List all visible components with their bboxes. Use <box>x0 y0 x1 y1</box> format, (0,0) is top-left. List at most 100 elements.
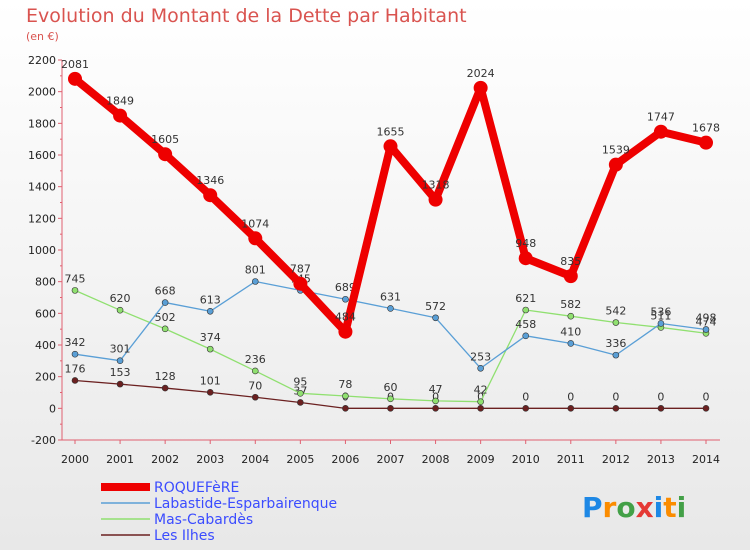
x-tick-label: 2009 <box>467 453 495 466</box>
data-point <box>342 392 349 400</box>
data-point <box>699 135 713 150</box>
data-point <box>251 393 259 401</box>
x-tick-label: 2007 <box>377 453 405 466</box>
x-tick-label: 2006 <box>331 453 359 466</box>
data-point <box>387 305 394 312</box>
data-point <box>71 350 79 358</box>
data-point <box>248 231 263 246</box>
data-label: 511 <box>650 309 671 322</box>
data-point <box>612 351 620 359</box>
data-label: 236 <box>245 353 266 366</box>
data-point <box>116 306 124 314</box>
data-point <box>297 399 304 406</box>
data-point <box>518 251 533 266</box>
data-point <box>251 278 259 285</box>
data-label: 0 <box>567 390 574 403</box>
data-label: 1318 <box>422 179 450 192</box>
data-point <box>342 295 349 303</box>
data-point <box>432 405 439 412</box>
data-point <box>702 405 710 412</box>
data-point <box>338 324 353 339</box>
data-point <box>387 395 394 403</box>
y-tick-label: 400 <box>35 339 56 352</box>
x-tick-label: 2010 <box>512 453 540 466</box>
data-point <box>206 345 214 353</box>
data-point <box>387 405 394 412</box>
data-point <box>432 397 439 405</box>
data-point <box>477 364 484 372</box>
data-label: 689 <box>335 281 356 294</box>
data-point <box>428 192 443 207</box>
data-point <box>657 405 665 412</box>
series-roquef-re: 2081 1849 1605 1346 1074 787 484 1655 1318 2024 94… <box>61 58 720 339</box>
data-label: 2081 <box>61 58 89 71</box>
data-label: 176 <box>65 362 86 375</box>
data-point <box>71 377 79 384</box>
series-mas-cabard-s: 745 620 502 374 236 95 78 60 47 42 621 582 542 511 474 <box>65 272 717 405</box>
y-tick-label: -200 <box>31 434 56 447</box>
data-point <box>653 124 668 139</box>
data-label: 0 <box>477 390 484 403</box>
data-label: 948 <box>515 237 536 250</box>
data-label: 542 <box>605 305 626 318</box>
data-label: 153 <box>110 366 131 379</box>
data-point <box>522 332 530 340</box>
data-point <box>477 398 484 405</box>
data-label: 1346 <box>196 174 224 187</box>
y-tick-label: 2000 <box>28 86 56 99</box>
data-point <box>68 71 82 86</box>
data-label: 787 <box>290 263 311 276</box>
chart-subtitle: (en €) <box>26 30 59 43</box>
data-label: 0 <box>657 390 664 403</box>
data-label: 301 <box>110 343 131 356</box>
data-point <box>563 269 578 284</box>
x-tick-label: 2005 <box>286 453 314 466</box>
y-tick-label: 0 <box>49 402 56 415</box>
data-label: 374 <box>200 331 221 344</box>
data-label: 101 <box>200 374 221 387</box>
y-tick-label: 800 <box>35 276 56 289</box>
data-label: 47 <box>429 383 443 396</box>
data-label: 1074 <box>241 217 269 230</box>
data-label: 253 <box>470 350 491 363</box>
data-label: 1849 <box>106 95 134 108</box>
y-tick-label: 200 <box>35 371 56 384</box>
data-label: 498 <box>696 311 717 324</box>
y-tick-label: 600 <box>35 307 56 320</box>
data-point <box>567 340 575 347</box>
data-label: 342 <box>65 336 86 349</box>
data-label: 458 <box>515 318 536 331</box>
data-label: 95 <box>293 375 307 388</box>
legend-label: ROQUEFèRE <box>154 480 239 496</box>
data-point <box>612 405 620 412</box>
data-label: 484 <box>335 311 356 324</box>
data-point <box>522 405 530 412</box>
data-label: 78 <box>338 378 352 391</box>
x-tick-label: 2013 <box>647 453 675 466</box>
data-point <box>113 108 128 123</box>
data-point <box>657 320 665 327</box>
data-label: 42 <box>474 384 488 397</box>
series-les-ilhes: 1761531281017037000000000 <box>65 362 710 412</box>
data-point <box>567 405 575 412</box>
x-tick-label: 2000 <box>61 453 89 466</box>
data-label: 1605 <box>151 133 179 146</box>
x-tick-label: 2011 <box>557 453 585 466</box>
data-point <box>473 80 488 95</box>
data-label: 336 <box>605 337 626 350</box>
data-label: 801 <box>245 264 266 277</box>
data-label: 0 <box>522 390 529 403</box>
y-tick-label: 1600 <box>28 149 56 162</box>
data-point <box>702 326 710 333</box>
data-point <box>161 384 169 392</box>
x-tick-label: 2003 <box>196 453 224 466</box>
data-label: 536 <box>650 305 671 318</box>
data-point <box>293 276 308 291</box>
data-label: 2024 <box>467 67 495 80</box>
data-label: 1539 <box>602 144 630 157</box>
data-point <box>383 139 398 154</box>
x-tick-label: 2012 <box>602 453 630 466</box>
y-tick-label: 1800 <box>28 117 56 130</box>
data-point <box>116 357 124 364</box>
